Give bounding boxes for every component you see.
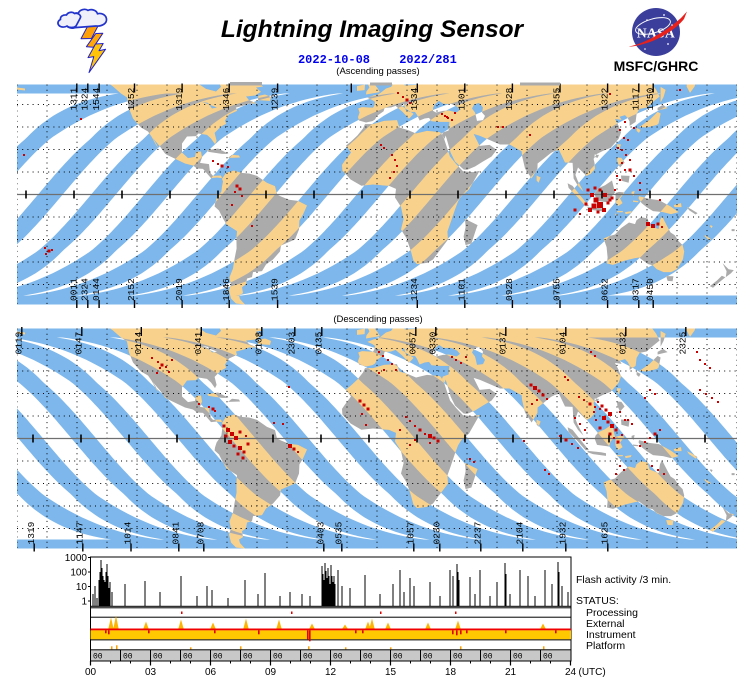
svg-text:(Ascending passes): (Ascending passes) <box>336 66 419 77</box>
svg-text:00: 00 <box>213 653 223 662</box>
svg-text:1322: 1322 <box>599 87 610 110</box>
svg-text:00: 00 <box>453 653 463 662</box>
svg-text:21: 21 <box>505 667 517 678</box>
svg-text:Instrument: Instrument <box>586 629 636 641</box>
svg-text:1328: 1328 <box>504 87 515 110</box>
svg-text:2324: 2324 <box>80 278 91 301</box>
svg-text:00: 00 <box>543 653 553 662</box>
svg-text:1239: 1239 <box>269 87 280 110</box>
svg-text:0317: 0317 <box>631 278 642 301</box>
svg-text:00: 00 <box>243 653 253 662</box>
svg-text:0622: 0622 <box>599 278 610 301</box>
svg-text:0137: 0137 <box>498 332 509 355</box>
svg-text:0841: 0841 <box>171 521 182 544</box>
svg-text:1334: 1334 <box>409 87 420 110</box>
svg-text:1846: 1846 <box>221 278 232 301</box>
svg-text:1252: 1252 <box>126 87 137 110</box>
svg-text:1350: 1350 <box>645 87 656 110</box>
svg-text:Platform: Platform <box>586 640 625 652</box>
svg-text:1319: 1319 <box>174 87 185 110</box>
svg-text:0144: 0144 <box>91 278 102 301</box>
svg-text:1311: 1311 <box>69 87 80 110</box>
svg-text:0450: 0450 <box>645 278 656 301</box>
svg-text:00: 00 <box>123 653 133 662</box>
svg-text:1355: 1355 <box>552 87 563 110</box>
svg-text:0708: 0708 <box>196 521 207 544</box>
svg-text:NASA: NASA <box>637 26 675 41</box>
svg-text:1000: 1000 <box>65 553 88 564</box>
svg-text:Flash activity /3 min.: Flash activity /3 min. <box>576 574 671 586</box>
svg-text:00: 00 <box>153 653 163 662</box>
svg-text:00: 00 <box>513 653 523 662</box>
svg-text:00: 00 <box>363 653 373 662</box>
svg-text:0147: 0147 <box>74 332 85 355</box>
svg-text:2104: 2104 <box>515 521 526 544</box>
svg-text:2022-10-08: 2022-10-08 <box>298 53 370 67</box>
svg-text:1147: 1147 <box>75 522 86 545</box>
svg-text:00: 00 <box>333 653 343 662</box>
svg-text:1234: 1234 <box>409 278 420 301</box>
svg-text:0057: 0057 <box>408 332 419 355</box>
svg-text:00: 00 <box>273 653 283 662</box>
svg-text:0141: 0141 <box>193 331 204 354</box>
svg-text:0928: 0928 <box>504 278 515 301</box>
svg-text:15: 15 <box>385 667 397 678</box>
svg-text:1625: 1625 <box>600 521 611 544</box>
svg-text:00: 00 <box>93 653 103 662</box>
svg-text:0330: 0330 <box>428 331 439 354</box>
svg-text:MSFC/GHRC: MSFC/GHRC <box>614 58 699 74</box>
svg-text:Lightning Imaging Sensor: Lightning Imaging Sensor <box>221 16 525 43</box>
svg-text:2237: 2237 <box>473 522 484 545</box>
svg-text:1057: 1057 <box>406 522 417 545</box>
svg-text:1301: 1301 <box>457 87 468 110</box>
svg-text:1932: 1932 <box>558 521 569 544</box>
svg-text:03: 03 <box>145 667 157 678</box>
svg-text:0135: 0135 <box>314 331 325 354</box>
svg-text:00: 00 <box>303 653 313 662</box>
svg-text:0230: 0230 <box>432 521 443 544</box>
svg-text:00: 00 <box>183 653 193 662</box>
svg-text:2022/281: 2022/281 <box>399 53 457 67</box>
svg-text:1324: 1324 <box>80 87 91 110</box>
svg-text:0104: 0104 <box>558 331 569 354</box>
svg-text:00: 00 <box>393 653 403 662</box>
svg-text:(Descending passes): (Descending passes) <box>333 314 422 325</box>
svg-text:0114: 0114 <box>133 331 144 354</box>
svg-text:12: 12 <box>325 667 337 678</box>
svg-text:2303: 2303 <box>287 331 298 354</box>
svg-text:18: 18 <box>445 667 457 678</box>
svg-text:1539: 1539 <box>269 278 280 301</box>
svg-text:0535: 0535 <box>334 521 345 544</box>
svg-text:00: 00 <box>423 653 433 662</box>
svg-text:10: 10 <box>76 582 88 593</box>
svg-text:2325: 2325 <box>678 331 689 354</box>
svg-text:1014: 1014 <box>123 521 134 544</box>
svg-text:1319: 1319 <box>26 521 37 544</box>
svg-text:1: 1 <box>81 597 87 608</box>
svg-text:1101: 1101 <box>457 278 468 301</box>
svg-text:0132: 0132 <box>618 331 629 354</box>
svg-text:External: External <box>586 618 625 630</box>
svg-text:24: 24 <box>565 667 577 678</box>
svg-text:(UTC): (UTC) <box>579 667 606 678</box>
svg-text:1346: 1346 <box>221 87 232 110</box>
svg-text:0755: 0755 <box>552 278 563 301</box>
svg-text:1117: 1117 <box>631 88 642 111</box>
svg-text:09: 09 <box>265 667 277 678</box>
svg-text:0403: 0403 <box>316 521 327 544</box>
svg-text:1544: 1544 <box>91 87 102 110</box>
svg-text:0119: 0119 <box>14 331 25 354</box>
svg-text:2019: 2019 <box>174 278 185 301</box>
svg-text:0108: 0108 <box>254 331 265 354</box>
svg-text:Processing: Processing <box>586 607 638 619</box>
svg-text:00: 00 <box>483 653 493 662</box>
svg-text:0011: 0011 <box>69 278 80 301</box>
svg-text:2152: 2152 <box>126 278 137 301</box>
svg-text:06: 06 <box>205 667 217 678</box>
svg-text:100: 100 <box>70 568 87 579</box>
svg-text:STATUS:: STATUS: <box>576 595 619 607</box>
svg-text:00: 00 <box>85 667 97 678</box>
